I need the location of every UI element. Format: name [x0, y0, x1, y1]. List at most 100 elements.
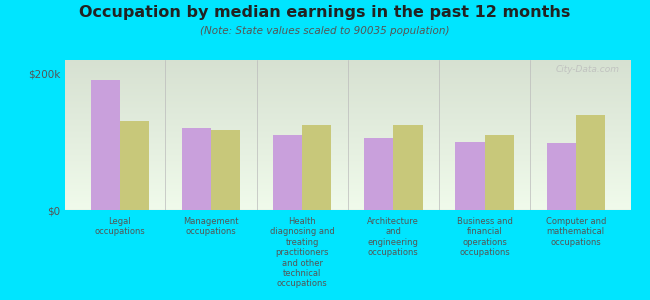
Bar — [65, 99, 630, 100]
Bar — [65, 186, 630, 188]
Bar — [65, 74, 630, 75]
Bar — [65, 183, 630, 184]
Bar — [65, 136, 630, 138]
Bar — [65, 98, 630, 99]
Bar — [65, 80, 630, 81]
Bar — [65, 75, 630, 76]
Bar — [65, 103, 630, 105]
Bar — [65, 201, 630, 202]
Bar — [65, 190, 630, 192]
Bar — [65, 128, 630, 129]
Bar — [364, 138, 393, 210]
Bar — [65, 116, 630, 117]
Bar — [65, 167, 630, 168]
Bar — [65, 180, 630, 182]
Bar — [65, 141, 630, 142]
Bar — [65, 135, 630, 136]
Bar — [65, 194, 630, 195]
Bar — [65, 144, 630, 146]
Bar — [65, 68, 630, 69]
Bar — [65, 146, 630, 147]
Bar — [65, 168, 630, 170]
Bar — [302, 125, 332, 210]
Bar — [65, 169, 630, 171]
Bar — [547, 143, 576, 210]
Bar — [65, 147, 630, 148]
Bar — [65, 140, 630, 141]
Bar — [65, 189, 630, 190]
Bar — [65, 112, 630, 114]
Bar — [65, 122, 630, 123]
Bar — [65, 105, 630, 106]
Bar — [65, 142, 630, 144]
Bar — [65, 126, 630, 128]
Bar — [65, 110, 630, 111]
Bar — [65, 160, 630, 162]
Bar — [65, 195, 630, 196]
Bar — [65, 61, 630, 63]
Bar — [65, 106, 630, 108]
Bar — [65, 202, 630, 204]
Bar — [65, 188, 630, 189]
Bar — [65, 85, 630, 87]
Bar — [65, 94, 630, 96]
Bar — [576, 115, 605, 210]
Bar — [65, 153, 630, 154]
Text: City-Data.com: City-Data.com — [555, 64, 619, 74]
Bar — [65, 132, 630, 134]
Bar — [65, 64, 630, 66]
Bar — [120, 122, 149, 210]
Bar — [65, 158, 630, 159]
Bar — [65, 164, 630, 165]
Bar — [65, 118, 630, 120]
Bar — [65, 196, 630, 198]
Bar — [65, 81, 630, 82]
Bar — [65, 69, 630, 70]
Bar — [211, 130, 240, 210]
Bar — [65, 82, 630, 84]
Bar — [393, 125, 422, 210]
Bar — [65, 150, 630, 152]
Bar — [484, 135, 514, 210]
Bar — [65, 66, 630, 68]
Bar — [65, 152, 630, 153]
Bar — [65, 120, 630, 122]
Bar — [65, 156, 630, 158]
Bar — [65, 200, 630, 201]
Bar — [65, 88, 630, 90]
Bar — [65, 154, 630, 156]
Bar — [65, 174, 630, 176]
Bar — [65, 148, 630, 150]
Bar — [182, 128, 211, 210]
Bar — [456, 142, 484, 210]
Bar — [65, 100, 630, 102]
Bar — [65, 90, 630, 92]
Bar — [273, 135, 302, 210]
Bar — [65, 87, 630, 88]
Bar — [65, 178, 630, 180]
Text: (Note: State values scaled to 90035 population): (Note: State values scaled to 90035 popu… — [200, 26, 450, 35]
Bar — [65, 172, 630, 174]
Bar — [65, 198, 630, 200]
Bar — [65, 76, 630, 78]
Bar — [65, 84, 630, 86]
Bar — [65, 60, 630, 61]
Bar — [65, 184, 630, 186]
Bar — [65, 123, 630, 124]
Bar — [65, 117, 630, 118]
Bar — [65, 63, 630, 64]
Bar — [65, 114, 630, 116]
Bar — [65, 207, 630, 208]
Bar — [65, 111, 630, 112]
Bar — [65, 177, 630, 178]
Text: Occupation by median earnings in the past 12 months: Occupation by median earnings in the pas… — [79, 4, 571, 20]
Bar — [65, 162, 630, 164]
Bar — [65, 102, 630, 104]
Bar — [65, 208, 630, 210]
Bar — [65, 182, 630, 183]
Bar — [65, 138, 630, 140]
Bar — [65, 78, 630, 80]
Bar — [65, 134, 630, 135]
Bar — [65, 129, 630, 130]
Bar — [65, 92, 630, 93]
